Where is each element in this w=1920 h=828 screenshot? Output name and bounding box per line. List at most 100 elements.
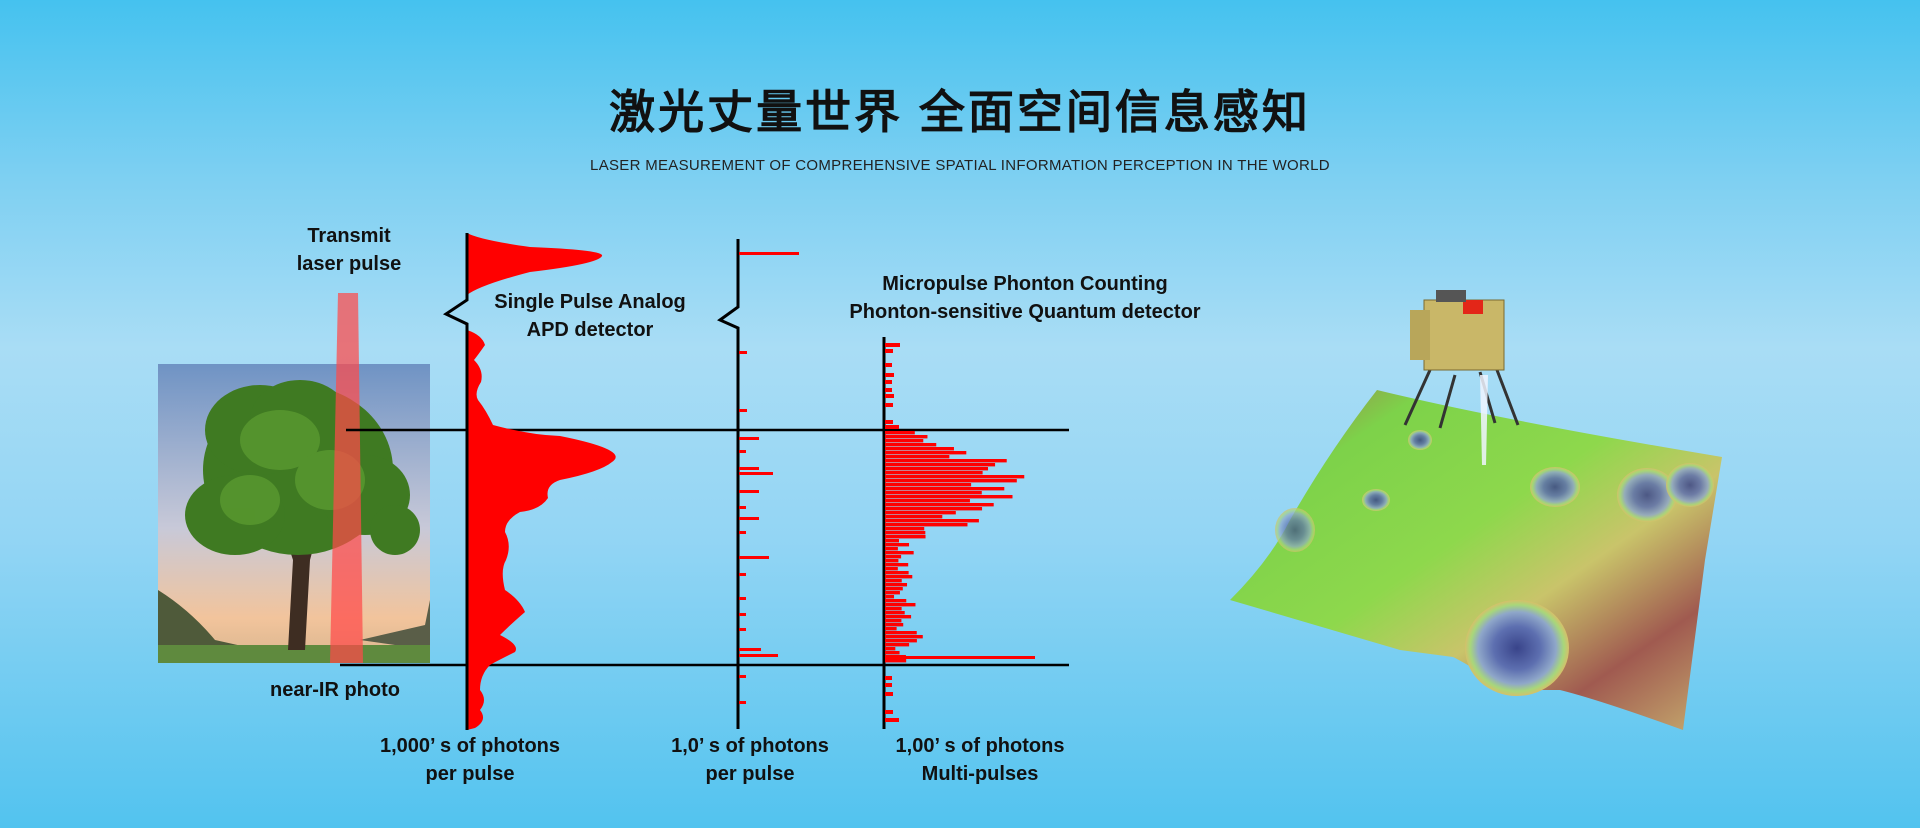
photon-bar [885, 394, 894, 398]
photon-bar [885, 639, 917, 643]
photon-bar [885, 483, 972, 487]
photon-bar [739, 252, 799, 255]
photon-bar [739, 613, 746, 616]
photon-bar [739, 628, 746, 631]
photon-bar [739, 573, 746, 576]
photon-bar [885, 435, 928, 439]
photon-bar [739, 531, 746, 534]
axis-label-line1: 1,0’ s of photons [671, 735, 829, 757]
photon-bar [885, 718, 899, 722]
transmit-label: Transmit laser pulse [269, 222, 429, 278]
photon-bar [885, 479, 1017, 483]
photon-bar [885, 559, 899, 563]
photon-bar [739, 409, 747, 412]
photon-bar [885, 599, 907, 603]
photon-bar [885, 363, 892, 367]
photon-label-line1: Micropulse Phonton Counting [882, 273, 1168, 295]
photon-bar [885, 475, 1025, 479]
photon-bar [885, 676, 892, 680]
photon-bar [885, 531, 926, 535]
axis-label-line2: per pulse [425, 763, 515, 785]
photon-bar [885, 591, 900, 595]
photon-bar [885, 459, 1007, 463]
photon-bar [885, 710, 893, 714]
multi-pulse-returns [885, 343, 1035, 722]
single-photon-axis [717, 239, 740, 729]
axis-label-analog: 1,000’ s of photons per pulse [360, 732, 580, 788]
photon-bar [885, 388, 892, 392]
photon-bar [739, 437, 759, 440]
photon-bar [885, 403, 893, 407]
photon-bar [885, 451, 967, 455]
photon-bar [739, 675, 746, 678]
laser-beam [330, 293, 363, 663]
photon-bar [739, 517, 759, 520]
photon-bar [885, 523, 968, 527]
photon-bar [885, 579, 902, 583]
photon-bar [885, 499, 970, 503]
photon-bar [885, 527, 925, 531]
photon-bar [885, 439, 924, 443]
photon-bar [885, 611, 905, 615]
photon-bar [885, 635, 923, 639]
photon-bar [739, 701, 746, 704]
lunar-lander [1403, 290, 1520, 465]
photon-bar [885, 567, 898, 571]
axis-label-line1: 1,000’ s of photons [379, 735, 561, 757]
photon-bar [885, 651, 900, 655]
photon-bar [885, 643, 910, 647]
photon-bar [885, 583, 908, 587]
photon-bar [885, 539, 899, 543]
photon-bar [885, 607, 902, 611]
photon-bar [885, 683, 892, 687]
photon-bar [885, 615, 912, 619]
tree-photo [158, 364, 430, 663]
photon-bar [885, 455, 950, 459]
photon-bar [739, 467, 759, 470]
photon-bar [885, 547, 898, 551]
terrain-elevation-map [1230, 390, 1722, 730]
photon-bar [885, 380, 892, 384]
photon-bar [739, 351, 747, 354]
photon-bar [885, 647, 896, 651]
photon-bar [885, 603, 916, 607]
analog-axis [442, 233, 469, 730]
photon-bar [739, 506, 746, 509]
axis-label-multi-pulse: 1,00’ s of photons Multi-pulses [870, 732, 1090, 788]
photon-bar [885, 659, 907, 663]
photon-bar [885, 373, 894, 377]
photon-bar [739, 654, 778, 657]
photon-bar [885, 627, 897, 631]
photon-bar [885, 349, 893, 353]
photon-bar [739, 648, 761, 651]
analog-label-line2: APD detector [526, 319, 654, 341]
photon-bar [885, 595, 895, 599]
axis-label-line2: per pulse [705, 763, 795, 785]
page-title: 激光丈量世界 全面空间信息感知 [609, 86, 1311, 138]
transmit-label-line1: Transmit [307, 225, 391, 247]
photon-bar [885, 343, 900, 347]
photon-bar [885, 443, 937, 447]
photon-bar [739, 472, 773, 475]
photon-bar [885, 519, 979, 523]
photon-bar [885, 425, 899, 429]
photon-bar [885, 563, 909, 567]
photon-bar [885, 543, 910, 547]
photon-bar [739, 556, 769, 559]
photon-bar [885, 471, 983, 475]
axis-label-single-photon: 1,0’ s of photons per pulse [640, 732, 860, 788]
photon-bar [885, 656, 1035, 659]
photon-bar [885, 575, 913, 579]
photon-bar [885, 491, 982, 495]
photo-label: near-IR photo [270, 679, 400, 701]
photon-bar [885, 487, 1005, 491]
photon-bar [885, 555, 902, 559]
photon-bar [885, 467, 989, 471]
photon-bar [885, 420, 893, 424]
photon-bar [885, 619, 902, 623]
photon-counting-label: Micropulse Phonton Counting Phonton-sens… [820, 270, 1230, 326]
photon-bar [885, 571, 909, 575]
photon-bar [885, 692, 893, 696]
photon-bar [885, 631, 917, 635]
photon-bar [885, 623, 904, 627]
